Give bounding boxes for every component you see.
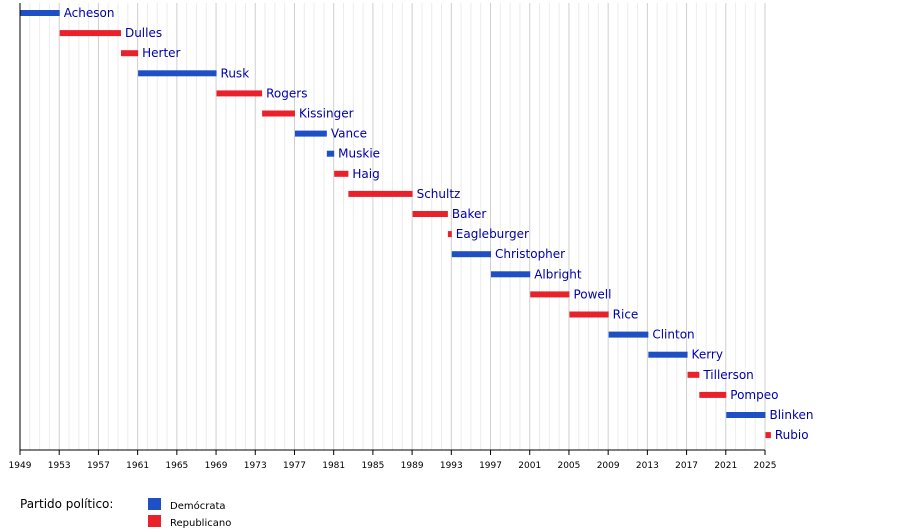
tick-label: 1985: [361, 461, 384, 471]
minor-grid: [29, 3, 756, 450]
bar-blinken: [726, 412, 766, 418]
legend-swatch-rep: [148, 515, 161, 527]
tick-label: 1973: [244, 461, 267, 471]
tick-label: 1965: [165, 461, 188, 471]
bar-clinton: [608, 331, 649, 338]
bar-label-clinton: Clinton: [652, 328, 694, 342]
tick-label: 1993: [440, 461, 463, 471]
bar-muskie: [326, 150, 335, 157]
bar-schultz: [348, 190, 413, 197]
tick-label: 1961: [126, 461, 149, 471]
bar-vance: [294, 130, 327, 137]
tick-label: 1969: [205, 461, 228, 471]
legend-label-rep: Republicano: [170, 518, 231, 529]
legend-label-dem: Demócrata: [170, 500, 226, 512]
tick-label: 1997: [479, 461, 502, 471]
major-grid: [19, 3, 766, 450]
tick-label: 1977: [283, 461, 306, 471]
tick-label: 2017: [675, 461, 698, 471]
bar-eagleburger: [447, 231, 452, 238]
bar-rusk: [138, 70, 217, 77]
bar-label-kerry: Kerry: [692, 348, 723, 362]
bar-kissinger: [262, 110, 295, 117]
legend-swatch-dem: [148, 498, 161, 510]
bar-rice: [569, 311, 609, 318]
x-axis-ticks: 1949 1953 1957 1961 1965 1969 1973 1977 1981 1985…: [9, 450, 777, 471]
bar-label-pompeo: Pompeo: [730, 388, 778, 402]
legend-title: Partido político:: [20, 497, 113, 511]
bar-rubio: [765, 432, 771, 439]
bar-label-acheson: Acheson: [64, 6, 115, 20]
bar-label-herter: Herter: [142, 46, 180, 60]
bar-label-kissinger: Kissinger: [299, 107, 354, 121]
bar-christopher: [451, 251, 492, 258]
bars: Acheson Dulles Herter Rusk Rogers Kissinger Va…: [20, 6, 814, 442]
tick-label: 1949: [9, 461, 32, 471]
bar-kerry: [648, 351, 688, 358]
tick-label: 2009: [597, 461, 620, 471]
bar-label-vance: Vance: [331, 127, 367, 141]
bar-label-dulles: Dulles: [125, 26, 162, 40]
bar-label-rice: Rice: [613, 308, 639, 322]
bar-label-baker: Baker: [452, 207, 486, 221]
tick-label: 2001: [518, 461, 541, 471]
tick-label: 1981: [322, 461, 345, 471]
bar-label-rubio: Rubio: [775, 428, 809, 442]
bar-label-blinken: Blinken: [769, 408, 813, 422]
tick-label: 2005: [557, 461, 580, 471]
bar-label-eagleburger: Eagleburger: [456, 227, 529, 241]
bar-tillerson: [687, 371, 700, 378]
tick-label: 2013: [636, 461, 659, 471]
bar-acheson: [20, 10, 60, 16]
tick-label: 1957: [87, 461, 110, 471]
bar-powell: [530, 291, 570, 298]
bar-label-rogers: Rogers: [266, 86, 307, 100]
bar-label-tillerson: Tillerson: [702, 368, 753, 382]
legend: Partido político: Demócrata Republicano: [20, 497, 231, 529]
bar-dulles: [59, 30, 121, 37]
bar-pompeo: [699, 391, 727, 398]
tick-label: 1989: [401, 461, 424, 471]
bar-label-albright: Albright: [534, 267, 582, 281]
bar-herter: [120, 50, 139, 57]
tick-label: 1953: [48, 461, 71, 471]
bar-label-muskie: Muskie: [338, 147, 380, 161]
bar-label-rusk: Rusk: [221, 66, 250, 80]
tick-label: 2025: [754, 461, 777, 471]
tick-label: 2021: [714, 461, 737, 471]
bar-label-haig: Haig: [352, 167, 379, 181]
bar-label-christopher: Christopher: [495, 247, 565, 261]
bar-label-powell: Powell: [573, 287, 611, 301]
bar-label-schultz: Schultz: [417, 187, 461, 201]
bar-albright: [491, 271, 531, 278]
bar-baker: [412, 211, 448, 217]
bar-rogers: [216, 90, 263, 97]
bar-haig: [334, 170, 349, 177]
